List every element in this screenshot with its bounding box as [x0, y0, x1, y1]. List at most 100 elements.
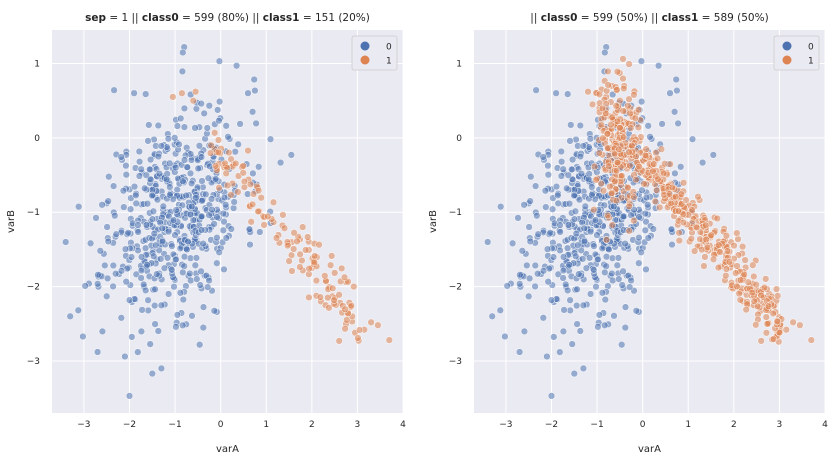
point-class1 [652, 186, 661, 194]
point-class0 [143, 261, 151, 269]
y-tick-label: 0 [34, 134, 40, 144]
legend: 0 1 [773, 35, 820, 71]
point-class1 [716, 248, 724, 256]
point-class1 [616, 124, 624, 132]
point-class0 [204, 174, 213, 182]
point-class1 [750, 297, 758, 305]
point-class0 [618, 281, 626, 289]
point-class1 [605, 162, 613, 170]
point-class0 [105, 173, 113, 181]
point-class1 [302, 246, 310, 254]
point-class1 [752, 321, 760, 329]
point-class1 [654, 175, 662, 183]
point-class0 [205, 276, 213, 285]
point-class1 [733, 229, 741, 237]
point-class1 [625, 148, 633, 156]
point-class0 [559, 165, 567, 173]
point-class0 [554, 199, 562, 208]
point-class0 [193, 275, 201, 283]
point-class0 [542, 203, 550, 211]
point-class0 [110, 86, 118, 94]
point-class1 [272, 234, 281, 242]
point-class1 [246, 180, 255, 188]
point-class0 [621, 323, 629, 332]
point-class0 [591, 216, 600, 224]
point-class0 [187, 156, 196, 164]
point-class1 [211, 162, 220, 170]
point-class1 [742, 305, 750, 314]
point-class0 [516, 271, 524, 279]
point-class0 [554, 191, 562, 199]
point-class0 [188, 202, 196, 211]
point-class0 [532, 86, 540, 94]
point-class0 [179, 48, 187, 57]
point-class0 [520, 327, 529, 336]
legend-label-class0: 0 [808, 43, 814, 53]
point-class1 [264, 212, 272, 221]
point-class0 [533, 212, 541, 220]
point-class0 [135, 172, 144, 180]
point-class1 [620, 84, 628, 93]
point-class0 [565, 261, 573, 269]
point-class0 [187, 179, 196, 188]
point-class0 [147, 175, 155, 184]
point-class0 [539, 267, 548, 275]
point-class1 [769, 335, 778, 343]
x-tick-label: −2 [545, 420, 558, 430]
point-class0 [151, 285, 159, 293]
chart-title: sep = 1 || class0 = 599 (80%) || class1 … [85, 12, 370, 24]
point-class0 [594, 323, 602, 331]
point-class0 [222, 122, 230, 130]
title-part-2-bold: class0 [541, 12, 578, 24]
point-class0 [556, 348, 564, 356]
point-class1 [588, 100, 597, 109]
subplot-right: −3 −2 −1 0 1 2 3 4 −3 −2 −1 0 1 || class0 = 599 (50%… [428, 12, 828, 455]
point-class0 [180, 156, 189, 164]
point-class1 [279, 211, 287, 219]
point-class0 [220, 218, 228, 226]
point-class0 [614, 254, 623, 262]
point-class1 [223, 181, 232, 190]
point-class0 [170, 283, 178, 291]
point-class1 [613, 86, 621, 94]
point-class0 [224, 133, 232, 141]
point-class0 [618, 341, 626, 349]
point-class1 [627, 124, 635, 132]
point-class0 [172, 323, 180, 331]
point-class1 [628, 142, 636, 150]
point-class0 [210, 307, 218, 315]
point-class0 [188, 312, 196, 320]
title-part-1: = 1 || [106, 12, 142, 24]
point-class0 [627, 276, 635, 285]
point-class1 [614, 158, 622, 167]
point-class0 [122, 278, 130, 286]
point-class1 [304, 233, 312, 241]
point-class1 [260, 221, 268, 229]
point-class0 [642, 218, 650, 226]
point-class0 [198, 197, 206, 205]
y-tick-label: −3 [27, 357, 40, 367]
point-class0 [698, 158, 707, 167]
point-class0 [141, 244, 150, 252]
point-class1 [715, 241, 723, 249]
point-class1 [340, 273, 349, 281]
point-class0 [150, 252, 158, 260]
point-class0 [570, 369, 578, 378]
point-class0 [199, 323, 207, 332]
point-class0 [619, 212, 628, 221]
point-class0 [644, 201, 652, 209]
point-class0 [145, 121, 153, 129]
point-class0 [572, 229, 580, 238]
point-class0 [541, 187, 550, 195]
point-class0 [556, 221, 564, 229]
point-class0 [632, 307, 640, 315]
point-class0 [172, 206, 180, 214]
point-class0 [179, 268, 187, 277]
point-class0 [192, 254, 201, 262]
point-class0 [234, 140, 242, 148]
y-tick-label: −2 [27, 283, 40, 293]
point-class1 [763, 320, 771, 328]
x-tick-label: −1 [168, 420, 181, 430]
point-class1 [222, 169, 230, 178]
point-class0 [251, 86, 259, 95]
